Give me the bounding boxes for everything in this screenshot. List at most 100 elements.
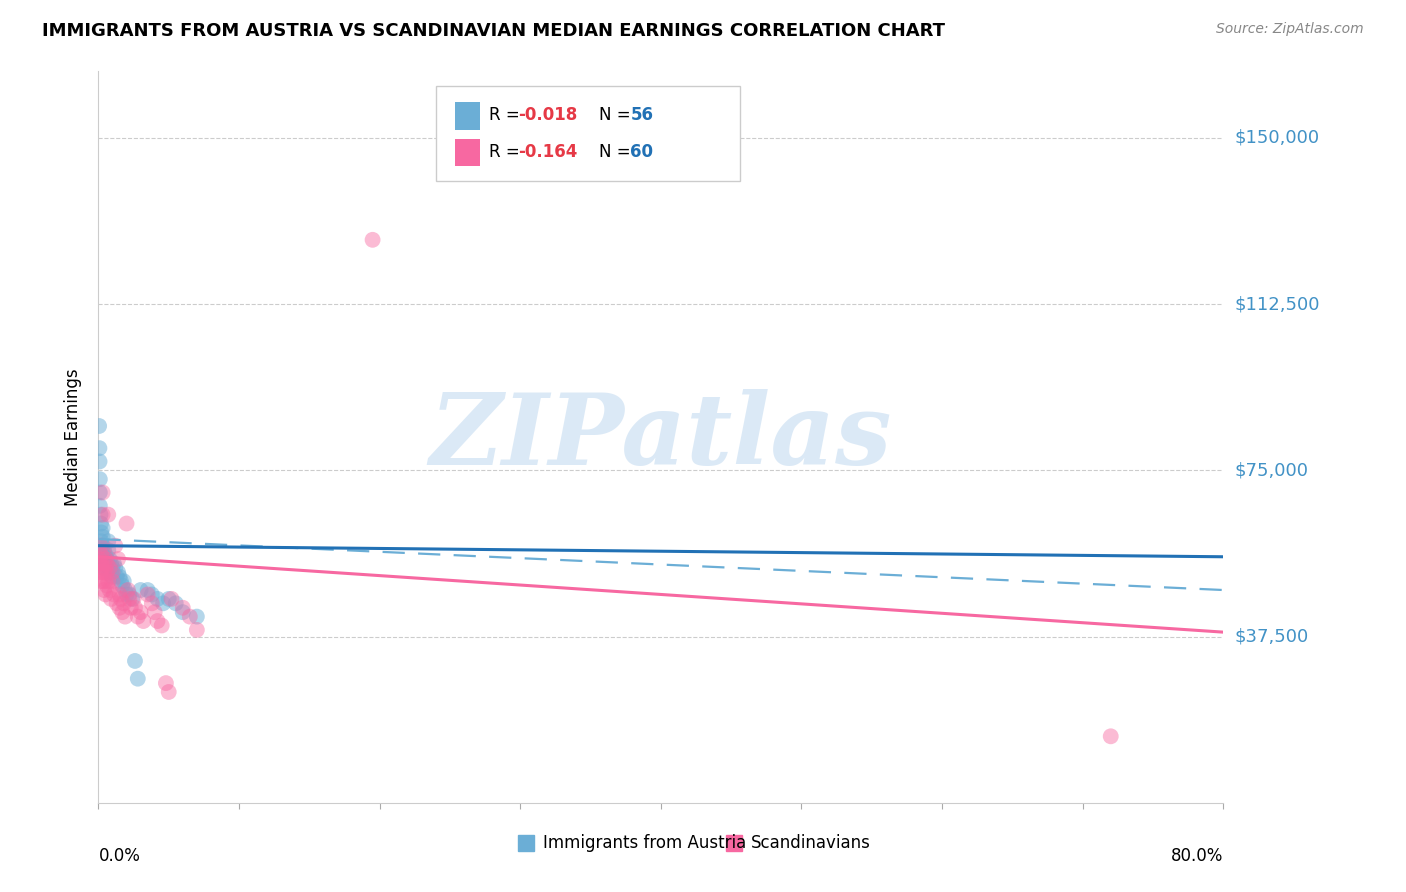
Text: Source: ZipAtlas.com: Source: ZipAtlas.com: [1216, 22, 1364, 37]
Point: [122, 591, 145, 606]
Point: [90, 543, 112, 558]
Point: [150, 618, 173, 632]
Point: [105, 596, 128, 610]
Point: [115, 587, 138, 601]
Point: [114, 582, 136, 597]
FancyBboxPatch shape: [456, 138, 479, 167]
Text: 80.0%: 80.0%: [1171, 847, 1223, 864]
Point: [98, 552, 121, 566]
Point: [117, 582, 139, 597]
Point: [110, 574, 132, 589]
Point: [90, 566, 112, 580]
Point: [98, 561, 121, 575]
Text: N =: N =: [599, 106, 636, 124]
Point: [93, 557, 117, 571]
Point: [105, 570, 128, 584]
Point: [90, 534, 112, 549]
Text: 56: 56: [630, 106, 654, 124]
Point: [155, 676, 177, 690]
Point: [160, 591, 183, 606]
Point: [91, 574, 114, 589]
Point: [93, 543, 115, 558]
Point: [98, 561, 121, 575]
Point: [112, 596, 135, 610]
Point: [103, 587, 125, 601]
Point: [93, 552, 115, 566]
Point: [136, 587, 159, 601]
Point: [96, 557, 118, 571]
Point: [90, 539, 112, 553]
Point: [96, 561, 118, 575]
Point: [93, 557, 115, 571]
Point: [97, 534, 120, 549]
Point: [89, 472, 111, 486]
Text: -0.164: -0.164: [517, 143, 578, 161]
Point: [129, 605, 152, 619]
Point: [103, 557, 125, 571]
Point: [107, 566, 129, 580]
Text: IMMIGRANTS FROM AUSTRIA VS SCANDINAVIAN MEDIAN EARNINGS CORRELATION CHART: IMMIGRANTS FROM AUSTRIA VS SCANDINAVIAN …: [42, 22, 945, 40]
Point: [96, 578, 118, 592]
Point: [143, 605, 166, 619]
Point: [112, 574, 135, 589]
Point: [108, 570, 131, 584]
Point: [101, 566, 124, 580]
Point: [121, 591, 143, 606]
Text: -0.018: -0.018: [517, 106, 578, 124]
Point: [111, 578, 134, 592]
Point: [108, 587, 131, 601]
Point: [89, 574, 111, 589]
Point: [101, 570, 124, 584]
Point: [129, 582, 152, 597]
Point: [141, 596, 163, 610]
Point: [172, 605, 194, 619]
Text: $112,500: $112,500: [1234, 295, 1320, 313]
Point: [91, 485, 114, 500]
Y-axis label: Median Earnings: Median Earnings: [65, 368, 83, 506]
Point: [89, 552, 111, 566]
Point: [94, 574, 117, 589]
Point: [94, 557, 117, 571]
Text: $37,500: $37,500: [1234, 628, 1309, 646]
Point: [101, 561, 124, 575]
Point: [89, 499, 111, 513]
Point: [90, 525, 112, 540]
Point: [107, 552, 129, 566]
Point: [100, 591, 122, 606]
Text: $75,000: $75,000: [1234, 461, 1309, 479]
Point: [127, 609, 149, 624]
Point: [97, 574, 120, 589]
Point: [91, 539, 114, 553]
FancyBboxPatch shape: [456, 102, 479, 130]
Point: [97, 543, 120, 558]
Point: [96, 552, 118, 566]
Point: [90, 516, 112, 531]
Point: [118, 587, 141, 601]
Point: [1099, 729, 1122, 743]
Point: [93, 548, 115, 562]
Point: [157, 685, 180, 699]
Point: [91, 521, 114, 535]
Point: [186, 623, 208, 637]
Point: [93, 582, 115, 597]
Point: [93, 561, 115, 575]
Text: R =: R =: [489, 106, 524, 124]
Point: [361, 233, 384, 247]
Point: [104, 539, 127, 553]
Point: [111, 605, 134, 619]
Point: [152, 596, 174, 610]
Point: [94, 587, 117, 601]
Point: [118, 591, 141, 606]
Point: [94, 552, 117, 566]
Point: [186, 609, 208, 624]
Point: [90, 557, 112, 571]
Text: 0.0%: 0.0%: [98, 847, 141, 864]
Point: [89, 441, 111, 455]
Point: [94, 561, 117, 575]
Point: [172, 600, 194, 615]
Point: [89, 566, 111, 580]
Text: ZIPatlas: ZIPatlas: [430, 389, 891, 485]
Point: [96, 566, 118, 580]
Text: Scandinavians: Scandinavians: [751, 834, 870, 852]
Point: [115, 516, 138, 531]
